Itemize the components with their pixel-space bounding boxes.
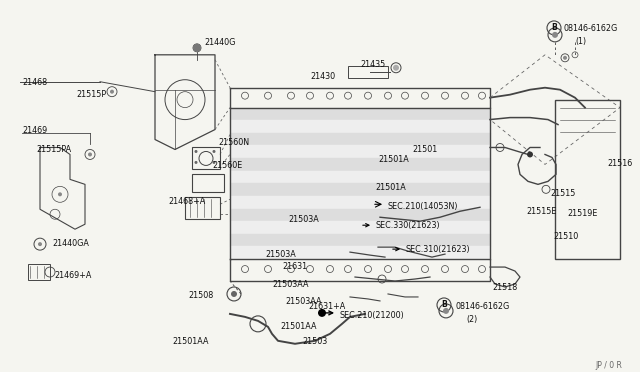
Text: 21631+A: 21631+A: [308, 302, 345, 311]
Text: 21468: 21468: [22, 78, 47, 87]
Text: 21468+A: 21468+A: [168, 197, 205, 206]
Circle shape: [195, 150, 198, 153]
Text: B: B: [441, 301, 447, 310]
Text: 21560E: 21560E: [212, 161, 243, 170]
Text: 21501AA: 21501AA: [172, 337, 209, 346]
Circle shape: [110, 90, 114, 94]
Bar: [555, 100, 620, 259]
Text: SEC.330(21623): SEC.330(21623): [376, 221, 440, 230]
Text: 21469+A: 21469+A: [54, 271, 92, 280]
Text: B: B: [551, 23, 557, 32]
Text: 21503AA: 21503AA: [272, 280, 308, 289]
Text: (1): (1): [575, 37, 586, 46]
Circle shape: [195, 161, 198, 164]
Text: 08146-6162G: 08146-6162G: [456, 302, 510, 311]
Text: 21501AA: 21501AA: [280, 322, 317, 331]
Text: (2): (2): [466, 315, 477, 324]
Text: 21501A: 21501A: [378, 155, 409, 164]
Circle shape: [393, 65, 399, 71]
Text: 21515PA: 21515PA: [36, 145, 71, 154]
Text: 21503A: 21503A: [288, 215, 319, 224]
Text: 21508: 21508: [188, 291, 213, 300]
Text: 21501A: 21501A: [375, 183, 406, 192]
Text: 21515: 21515: [550, 189, 575, 198]
Bar: [28, 264, 50, 280]
Text: 21560N: 21560N: [218, 138, 249, 147]
Circle shape: [193, 44, 201, 52]
Bar: [192, 147, 220, 169]
Bar: [185, 197, 220, 219]
Bar: [192, 174, 224, 192]
Circle shape: [318, 309, 326, 317]
Text: SEC.310(21623): SEC.310(21623): [406, 245, 470, 254]
Bar: [348, 66, 388, 78]
Circle shape: [58, 192, 62, 196]
Circle shape: [443, 308, 449, 314]
Circle shape: [212, 150, 216, 153]
Circle shape: [552, 32, 558, 38]
Text: 21515E: 21515E: [526, 207, 556, 216]
Text: SEC.210(21200): SEC.210(21200): [340, 311, 404, 320]
Text: 21435: 21435: [360, 60, 385, 69]
Text: JP / 0 R: JP / 0 R: [595, 361, 622, 370]
Text: SEC.210(14053N): SEC.210(14053N): [388, 202, 458, 211]
Text: 21510: 21510: [553, 232, 579, 241]
Text: 08146-6162G: 08146-6162G: [563, 24, 617, 33]
Text: 21501: 21501: [412, 145, 437, 154]
Text: 21503: 21503: [302, 337, 327, 346]
Text: 21430: 21430: [310, 72, 335, 81]
Text: 21469: 21469: [22, 126, 47, 135]
Text: 21515P: 21515P: [76, 90, 106, 99]
Circle shape: [563, 56, 567, 60]
Text: 21518: 21518: [492, 283, 517, 292]
Circle shape: [527, 151, 533, 157]
Text: 21519E: 21519E: [567, 209, 597, 218]
Circle shape: [231, 291, 237, 297]
Text: 21516: 21516: [607, 160, 632, 169]
Text: 21440GA: 21440GA: [52, 239, 89, 248]
Text: 21631: 21631: [282, 262, 307, 271]
Circle shape: [88, 153, 92, 157]
Circle shape: [212, 161, 216, 164]
Circle shape: [38, 242, 42, 246]
Text: 21440G: 21440G: [204, 38, 236, 47]
Text: 21503AA: 21503AA: [285, 297, 321, 306]
Text: 21503A: 21503A: [265, 250, 296, 259]
